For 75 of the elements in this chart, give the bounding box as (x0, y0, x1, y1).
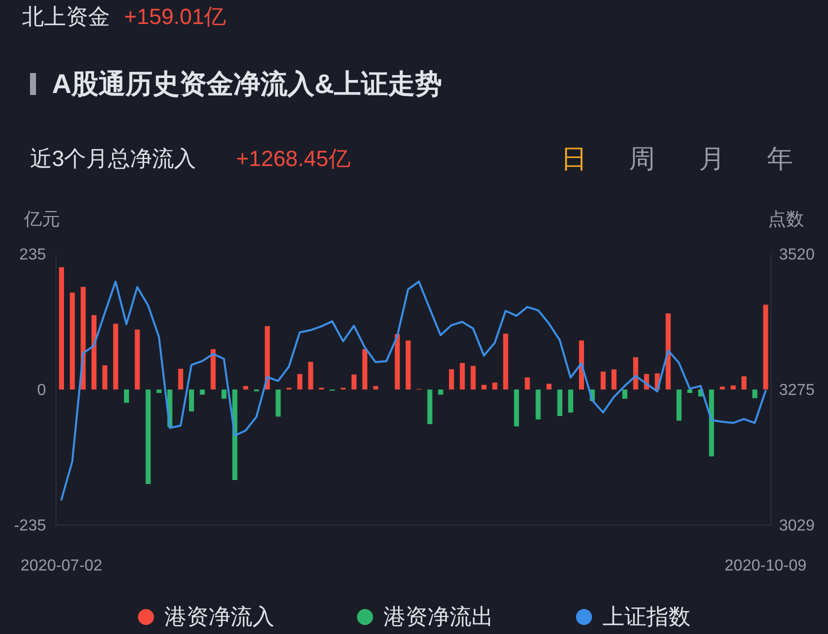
bar (666, 313, 671, 390)
y2-axis-title: 点数 (768, 208, 804, 231)
legend-label: 上证指数 (602, 603, 690, 631)
bar (492, 382, 498, 390)
bar (92, 315, 96, 390)
bar (124, 390, 129, 403)
bar (297, 374, 302, 390)
line-series (60, 280, 767, 501)
bar (568, 390, 574, 413)
bar (210, 349, 216, 390)
bar (264, 326, 270, 390)
bar (362, 349, 368, 390)
y-axis-title: 亿元 (24, 208, 60, 231)
bar (189, 390, 194, 412)
bar (373, 386, 378, 390)
bar (200, 390, 205, 395)
bar (720, 386, 725, 390)
bar (612, 369, 616, 390)
bar (156, 390, 162, 393)
bar (460, 362, 465, 390)
x-tick-label: 2020-10-09 (724, 557, 807, 574)
x-tick-label: 2020-07-02 (20, 557, 102, 574)
bar (113, 324, 118, 390)
bar (134, 330, 140, 390)
y-tick-label: 235 (19, 246, 46, 264)
y2-tick-label: 3275 (779, 382, 815, 399)
y2-tick-label: 3029 (779, 518, 815, 535)
bar (514, 390, 519, 426)
text: 日 (561, 143, 587, 175)
text: 周 (629, 143, 655, 175)
bar (222, 390, 226, 399)
bar (600, 372, 606, 390)
bar (59, 267, 64, 390)
text: +159.01亿 (124, 4, 226, 30)
bar (146, 390, 151, 484)
bar (503, 334, 508, 390)
text: 北上资金 (22, 4, 110, 30)
bar (394, 334, 400, 390)
bar (742, 376, 746, 390)
text: 年 (767, 143, 793, 175)
legend-label: 港资净流入 (164, 603, 274, 631)
bar (676, 390, 682, 421)
bar (276, 390, 281, 417)
text: 月 (699, 143, 725, 175)
bar (232, 390, 238, 480)
bar (633, 357, 638, 390)
bar (438, 390, 444, 395)
bar (70, 292, 75, 390)
bar (557, 390, 562, 416)
bar (687, 390, 692, 393)
bar (622, 390, 628, 399)
bar (482, 384, 486, 390)
bar (308, 362, 314, 390)
text: 近3个月总净流入 (30, 146, 196, 172)
bar (524, 377, 530, 390)
y-tick-label: -235 (14, 518, 46, 535)
bar (709, 390, 714, 456)
bar (730, 385, 736, 390)
bar (449, 369, 454, 390)
y-tick-label: 0 (37, 382, 46, 400)
bar (752, 390, 758, 398)
bar (546, 384, 552, 390)
bar (763, 304, 768, 390)
bar (427, 390, 432, 424)
bar (352, 374, 356, 390)
bar (536, 390, 541, 420)
bar (243, 386, 248, 390)
legend-label: 港资净流出 (384, 603, 494, 631)
chart-title: A股通历史资金净流入&上证走势 (52, 68, 442, 100)
bar (470, 366, 476, 390)
bar (178, 368, 184, 390)
bar (406, 340, 411, 390)
y2-tick-label: 3520 (779, 246, 815, 264)
bar (102, 365, 108, 390)
text: +1268.45亿 (236, 146, 350, 172)
